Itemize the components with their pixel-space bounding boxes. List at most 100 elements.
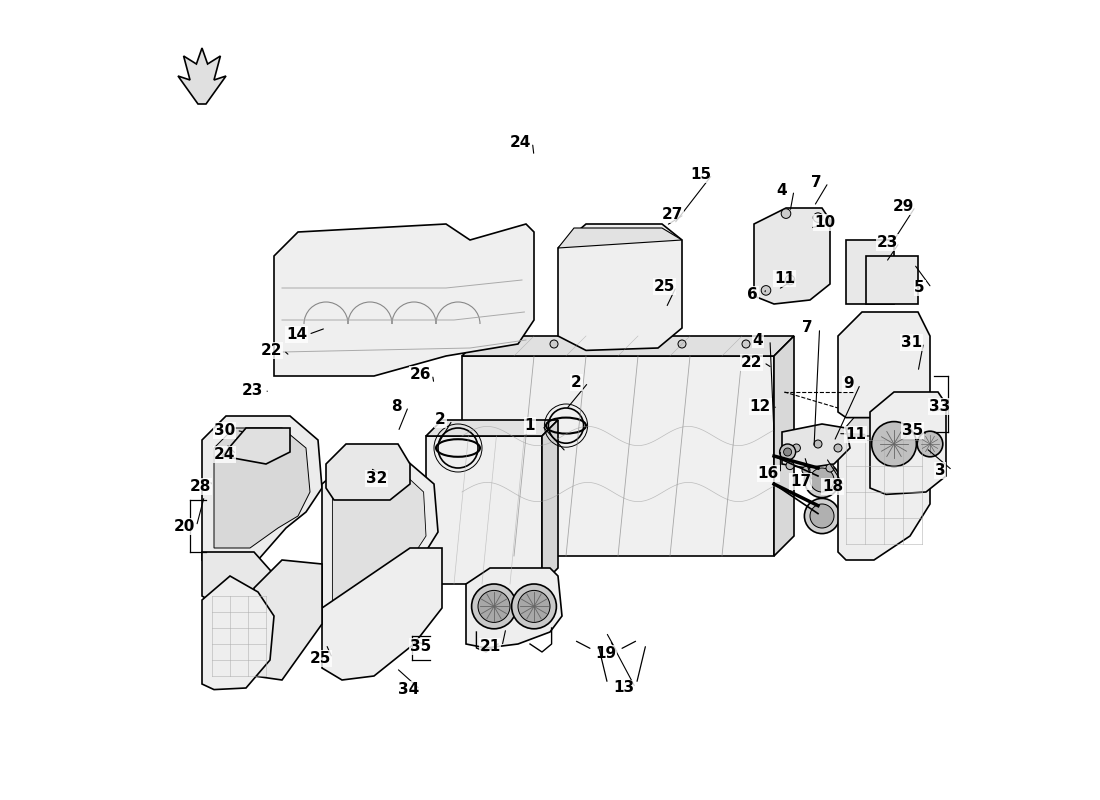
Text: 2: 2 — [571, 375, 582, 390]
Polygon shape — [202, 576, 274, 690]
Polygon shape — [426, 436, 542, 584]
Circle shape — [814, 440, 822, 448]
Circle shape — [512, 584, 557, 629]
Text: 15: 15 — [690, 167, 711, 182]
Text: 32: 32 — [365, 471, 387, 486]
Text: 12: 12 — [750, 399, 771, 414]
Text: 25: 25 — [653, 279, 675, 294]
Text: 23: 23 — [877, 235, 899, 250]
Polygon shape — [846, 240, 894, 304]
Text: 33: 33 — [930, 399, 950, 414]
Polygon shape — [558, 228, 682, 248]
Circle shape — [917, 431, 943, 457]
Text: 20: 20 — [174, 519, 195, 534]
Polygon shape — [838, 418, 930, 436]
Text: 24: 24 — [509, 135, 531, 150]
Text: 22: 22 — [261, 343, 283, 358]
Polygon shape — [322, 460, 438, 624]
Circle shape — [802, 466, 810, 474]
Polygon shape — [178, 48, 226, 104]
Circle shape — [810, 504, 834, 528]
Text: 5: 5 — [914, 281, 925, 295]
Polygon shape — [332, 472, 426, 614]
Text: 13: 13 — [613, 681, 635, 695]
Text: 35: 35 — [410, 639, 431, 654]
Polygon shape — [222, 428, 290, 464]
Polygon shape — [838, 416, 930, 560]
Circle shape — [781, 209, 791, 218]
Text: 18: 18 — [822, 479, 843, 494]
Polygon shape — [466, 568, 562, 648]
Text: 34: 34 — [398, 682, 419, 697]
Circle shape — [614, 340, 622, 348]
Circle shape — [871, 422, 916, 466]
Polygon shape — [326, 444, 410, 500]
Polygon shape — [774, 336, 794, 556]
Circle shape — [810, 468, 834, 492]
Text: 22: 22 — [741, 355, 762, 370]
Text: 26: 26 — [409, 367, 431, 382]
Text: 25: 25 — [310, 651, 331, 666]
Polygon shape — [462, 356, 774, 556]
Polygon shape — [782, 424, 850, 468]
Text: 10: 10 — [814, 215, 835, 230]
Circle shape — [486, 340, 494, 348]
Circle shape — [826, 464, 834, 472]
Text: 23: 23 — [242, 383, 263, 398]
Text: 17: 17 — [790, 474, 811, 489]
Circle shape — [792, 444, 801, 452]
Text: 29: 29 — [893, 199, 914, 214]
Text: 4: 4 — [777, 183, 788, 198]
Circle shape — [804, 462, 839, 498]
Circle shape — [550, 340, 558, 348]
Polygon shape — [202, 416, 322, 560]
Text: 1: 1 — [525, 418, 536, 433]
Polygon shape — [214, 428, 310, 548]
Circle shape — [834, 444, 842, 452]
Polygon shape — [322, 548, 442, 680]
Text: 19: 19 — [595, 646, 617, 661]
Circle shape — [780, 444, 795, 460]
Text: 7: 7 — [811, 175, 822, 190]
Text: 14: 14 — [286, 327, 307, 342]
Circle shape — [472, 584, 516, 629]
Text: 2: 2 — [434, 413, 446, 427]
Text: 8: 8 — [392, 399, 402, 414]
Text: 7: 7 — [802, 321, 813, 335]
Circle shape — [785, 275, 795, 285]
Polygon shape — [870, 392, 946, 494]
Circle shape — [742, 340, 750, 348]
Polygon shape — [254, 560, 322, 680]
Polygon shape — [558, 224, 682, 350]
Text: 30: 30 — [213, 423, 235, 438]
Text: 3: 3 — [935, 463, 946, 478]
Polygon shape — [462, 336, 794, 356]
Circle shape — [478, 590, 510, 622]
Polygon shape — [542, 420, 558, 584]
Text: 28: 28 — [189, 479, 211, 494]
Text: 35: 35 — [902, 423, 923, 438]
Polygon shape — [866, 256, 918, 304]
Text: 27: 27 — [662, 207, 683, 222]
Text: 11: 11 — [774, 271, 795, 286]
Circle shape — [678, 340, 686, 348]
Circle shape — [786, 462, 794, 470]
Polygon shape — [202, 552, 286, 608]
Polygon shape — [838, 312, 930, 418]
Polygon shape — [274, 224, 534, 376]
Polygon shape — [426, 420, 558, 436]
Circle shape — [804, 498, 839, 534]
Text: 24: 24 — [213, 447, 235, 462]
Text: 31: 31 — [901, 335, 922, 350]
Text: 11: 11 — [845, 427, 866, 442]
Text: 21: 21 — [480, 639, 501, 654]
Circle shape — [518, 590, 550, 622]
Polygon shape — [754, 208, 830, 304]
Text: 4: 4 — [752, 333, 763, 347]
Circle shape — [783, 448, 792, 456]
Circle shape — [761, 286, 771, 295]
Text: 6: 6 — [747, 287, 758, 302]
Text: 16: 16 — [758, 466, 779, 481]
Circle shape — [813, 213, 823, 222]
Text: 9: 9 — [843, 377, 854, 391]
